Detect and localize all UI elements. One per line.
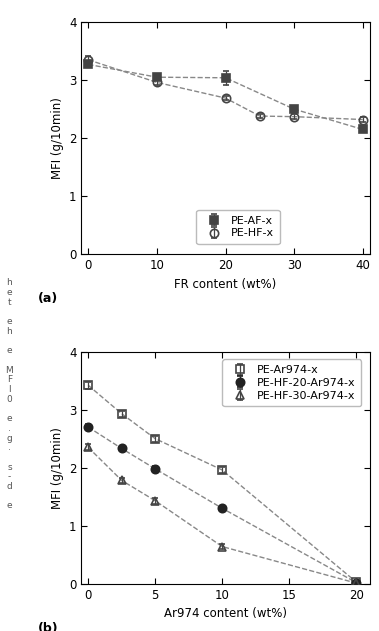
- Y-axis label: MFI (g/10min): MFI (g/10min): [50, 97, 64, 179]
- Y-axis label: MFI (g/10min): MFI (g/10min): [50, 427, 64, 509]
- Legend: PE-Ar974-x, PE-HF-20-Ar974-x, PE-HF-30-Ar974-x: PE-Ar974-x, PE-HF-20-Ar974-x, PE-HF-30-A…: [222, 360, 361, 406]
- Text: (b): (b): [38, 622, 59, 631]
- Legend: PE-AF-x, PE-HF-x: PE-AF-x, PE-HF-x: [196, 210, 280, 244]
- Text: h
e
t
 
e
h
 
e
 
M
F
I
0
 
e
.
g
.
 
s
-
d
 
e: h e t e h e M F I 0 e . g . s - d e: [6, 278, 13, 510]
- Text: (a): (a): [38, 292, 58, 305]
- X-axis label: FR content (wt%): FR content (wt%): [174, 278, 277, 290]
- X-axis label: Ar974 content (wt%): Ar974 content (wt%): [164, 607, 287, 620]
